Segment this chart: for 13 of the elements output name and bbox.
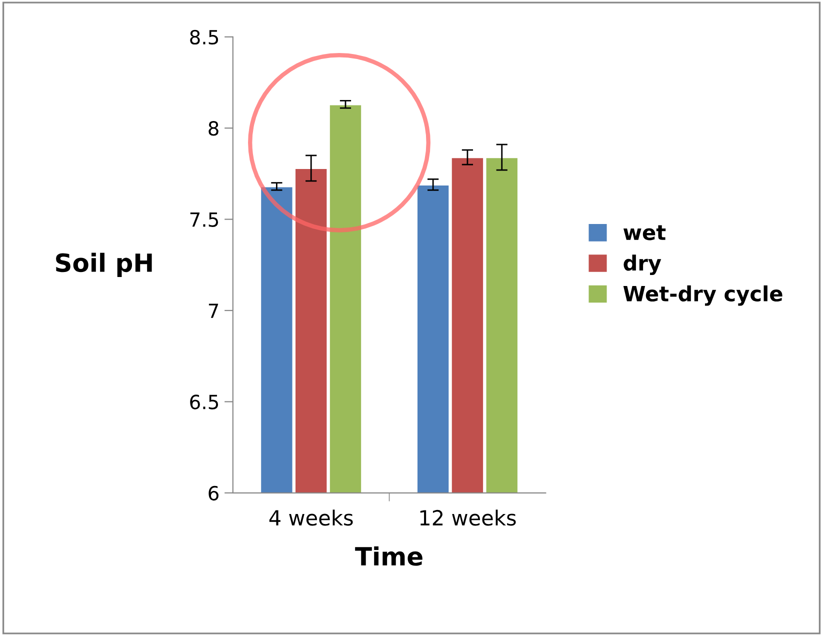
y-tick-label: 8 <box>208 121 218 136</box>
y-tick-label: 7 <box>208 304 218 318</box>
legend-label: dry <box>624 254 662 275</box>
y-tick-label: 8.5 <box>190 30 218 45</box>
legend-label: Wet-dry cycle <box>623 285 782 306</box>
x-tick-label: 12 weeks <box>420 510 516 526</box>
legend-label: wet <box>623 225 666 240</box>
x-tick-label: 4 weeks <box>269 510 353 526</box>
y-tick-label: 6.5 <box>190 394 218 410</box>
y-tick-label: 7.5 <box>190 212 218 227</box>
x-axis-title: Time <box>355 546 422 566</box>
y-axis-title: Soil pH <box>56 252 152 277</box>
y-tick-label: 6 <box>208 486 218 501</box>
